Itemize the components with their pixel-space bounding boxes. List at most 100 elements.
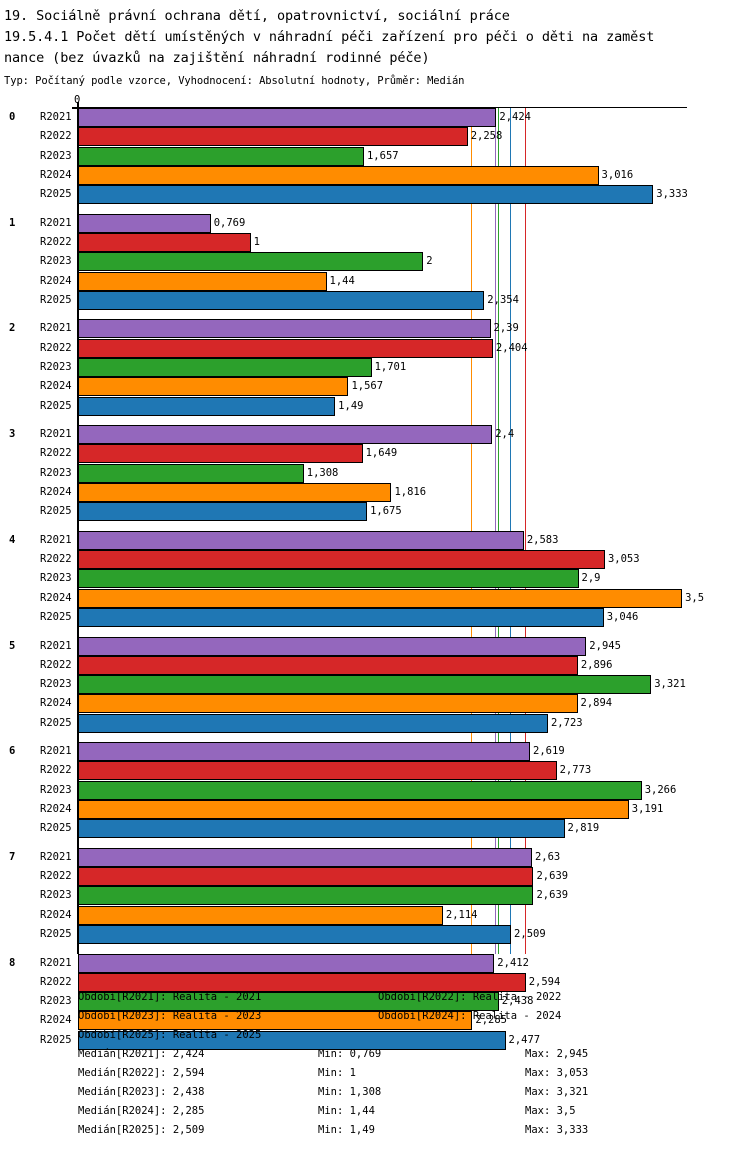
bar-row: R2022 2,773 — [0, 761, 750, 781]
bar-row: R2023 1,308 — [0, 463, 750, 483]
group-index-label: 6 — [9, 745, 16, 758]
chart-footer: Období[R2021]: Realita - 2021 Období[R202… — [0, 988, 750, 1140]
bar-row: R2021 2,4 — [0, 425, 750, 445]
bar-r2025-0[interactable] — [78, 185, 654, 205]
bar-r2024-1[interactable] — [78, 271, 327, 291]
stat-min-2: Min: 1,308 — [318, 1086, 382, 1098]
bar-r2022-2[interactable] — [78, 338, 493, 358]
bar-r2021-5[interactable] — [78, 636, 587, 656]
bar-r2024-5[interactable] — [78, 694, 578, 714]
bar-r2022-3[interactable] — [78, 444, 363, 464]
bar-value-label: 2,639 — [536, 889, 569, 902]
bar-r2022-1[interactable] — [78, 232, 251, 252]
median-line-r2022 — [524, 108, 526, 954]
bar-value-label: 2,723 — [550, 716, 583, 729]
bar-r2022-4[interactable] — [78, 550, 605, 570]
bar-value-label: 3,321 — [654, 678, 686, 691]
bar-row: R2023 2,639 — [0, 886, 750, 906]
bar-row-label-r2025: R2025 — [40, 293, 72, 306]
bar-r2025-1[interactable] — [78, 290, 485, 310]
bar-r2023-2[interactable] — [78, 357, 372, 377]
bar-row: R2025 2,819 — [0, 819, 750, 839]
bar-value-label: 1,649 — [365, 447, 398, 460]
bar-row: R2024 3,5 — [0, 588, 750, 608]
bar-r2023-3[interactable] — [78, 463, 304, 483]
bar-value-label: 3,016 — [601, 168, 634, 181]
bar-value-label: 1,701 — [374, 360, 407, 373]
bar-r2022-6[interactable] — [78, 761, 557, 781]
bar-row: R2025 1,675 — [0, 502, 750, 522]
bar-r2023-5[interactable] — [78, 675, 652, 695]
bar-value-label: 2,819 — [567, 822, 600, 835]
bar-r2023-1[interactable] — [78, 252, 424, 272]
legend-row: Období[R2025]: Realita - 2025 — [0, 1026, 750, 1045]
bar-value-label: 2,896 — [580, 658, 613, 671]
bar-r2024-4[interactable] — [78, 588, 683, 608]
bar-value-label: 2,619 — [533, 745, 565, 758]
stat-median-3: Medián[R2024]: 2,285 — [78, 1105, 205, 1117]
bar-value-label: 1,49 — [338, 399, 364, 412]
stat-min-4: Min: 1,49 — [318, 1124, 375, 1136]
bar-row: R2022 2,594 — [0, 972, 750, 992]
bar-r2023-0[interactable] — [78, 146, 364, 166]
bar-row-label-r2023: R2023 — [40, 572, 72, 585]
bar-value-label: 2,258 — [470, 130, 503, 143]
bar-row-label-r2024: R2024 — [40, 803, 72, 816]
bar-r2021-2[interactable] — [78, 319, 491, 339]
bar-r2023-7[interactable] — [78, 886, 534, 906]
bar-value-label: 2,4 — [495, 428, 515, 441]
bar-r2024-3[interactable] — [78, 482, 392, 502]
bar-r2021-1[interactable] — [78, 213, 211, 233]
bar-r2024-2[interactable] — [78, 377, 349, 397]
legend-item-4: Období[R2025]: Realita - 2025 — [78, 1029, 262, 1041]
bar-row-label-r2023: R2023 — [40, 678, 72, 691]
bar-r2023-4[interactable] — [78, 569, 579, 589]
bar-value-label: 2,773 — [559, 764, 592, 777]
stat-max-3: Max: 3,5 — [525, 1105, 576, 1117]
bar-r2025-3[interactable] — [78, 502, 368, 522]
bar-r2021-4[interactable] — [78, 530, 524, 550]
bar-r2023-6[interactable] — [78, 780, 642, 800]
group-index-label: 4 — [9, 533, 16, 546]
bar-row: R2025 1,49 — [0, 396, 750, 416]
bar-r2024-6[interactable] — [78, 800, 629, 820]
stat-max-4: Max: 3,333 — [525, 1124, 589, 1136]
legend: Období[R2021]: Realita - 2021 Období[R202… — [0, 988, 750, 1045]
bar-r2021-6[interactable] — [78, 742, 531, 762]
bar-value-label: 1 — [253, 235, 260, 248]
bar-r2021-7[interactable] — [78, 847, 532, 867]
bar-value-label: 0,769 — [213, 216, 246, 229]
bar-r2024-0[interactable] — [78, 165, 599, 185]
stat-median-4: Medián[R2025]: 2,509 — [78, 1124, 205, 1136]
bar-row: R2021 2,39 — [0, 319, 750, 339]
bar-r2024-8[interactable] — [78, 1011, 473, 1031]
bar-r2021-0[interactable] — [78, 108, 497, 127]
bar-r2022-7[interactable] — [78, 867, 534, 887]
legend-row: Období[R2023]: Realita - 2023 Období[R202… — [0, 1007, 750, 1026]
legend-item-1: Období[R2022]: Realita - 2022 — [378, 991, 562, 1003]
axis-top-line — [78, 107, 687, 108]
bar-row: R2021 2,945 — [0, 636, 750, 656]
bar-r2022-8[interactable] — [78, 972, 526, 992]
bar-r2022-0[interactable] — [78, 127, 468, 147]
bar-value-label: 3,266 — [644, 783, 677, 796]
bar-value-label: 2,404 — [495, 341, 528, 354]
bar-r2024-7[interactable] — [78, 905, 443, 925]
bar-r2025-6[interactable] — [78, 819, 565, 839]
bar-r2025-2[interactable] — [78, 396, 336, 416]
stat-median-2: Medián[R2023]: 2,438 — [78, 1086, 205, 1098]
bar-r2021-3[interactable] — [78, 425, 493, 445]
bar-r2023-8[interactable] — [78, 992, 499, 1012]
bar-r2025-8[interactable] — [78, 1030, 506, 1050]
group-index-label: 8 — [9, 956, 16, 969]
bar-chart: 0 0 R2021 2,424 R2022 2,258 R2023 1,657 R2024 3,… — [0, 95, 750, 1050]
bar-row: R2023 2 — [0, 252, 750, 272]
bar-r2025-5[interactable] — [78, 713, 548, 733]
bar-r2022-5[interactable] — [78, 655, 578, 675]
bar-r2025-4[interactable] — [78, 607, 604, 627]
bar-value-label: 1,44 — [329, 274, 355, 287]
stat-min-3: Min: 1,44 — [318, 1105, 375, 1117]
bar-r2021-8[interactable] — [78, 953, 495, 973]
bar-r2025-7[interactable] — [78, 925, 512, 945]
page-title-line-2: 19.5.4.1 Počet dětí umístěných v náhradn… — [4, 29, 655, 45]
